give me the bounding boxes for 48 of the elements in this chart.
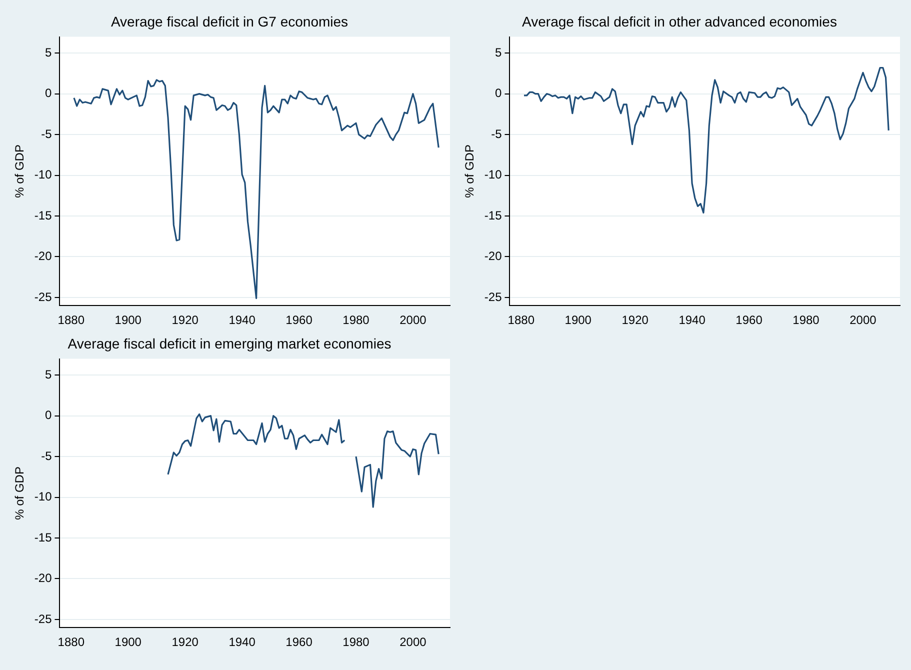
x-tick-label: 1960 [286,313,313,328]
x-tick-label: 2000 [400,313,427,328]
y-axis-title: % of GDP [12,466,27,520]
x-tick-label: 1900 [114,635,142,650]
y-tick-label: -20 [484,249,502,264]
y-tick-label: 0 [45,86,52,100]
y-tick-label: -10 [484,168,502,182]
x-tick-label: 1880 [508,313,535,328]
y-tick-label: -15 [34,208,52,222]
y-tick-label: -5 [491,126,502,141]
x-tick-label: 1960 [736,313,763,328]
y-tick-label: -15 [34,530,52,544]
y-tick-label: -20 [34,571,52,586]
x-tick-label: 1940 [678,313,706,328]
x-tick-label: 1960 [286,635,313,650]
x-tick-label: 1920 [622,313,649,328]
y-tick-label: -25 [484,290,502,304]
chart-title: Average fiscal deficit in other advanced economies [522,13,837,30]
chart-title: Average fiscal deficit in G7 economies [110,13,348,30]
x-tick-label: 1920 [172,313,199,328]
x-tick-label: 1940 [228,313,256,328]
x-tick-label: 1880 [58,313,85,328]
x-tick-label: 2000 [400,635,427,650]
y-tick-label: 0 [45,408,52,422]
y-tick-label: -5 [41,126,52,141]
x-tick-label: 1900 [114,313,142,328]
x-tick-label: 1980 [342,635,370,650]
x-tick-label: 1900 [564,313,592,328]
y-tick-label: -15 [484,208,502,222]
chart-title: Average fiscal deficit in emerging market economies [68,335,392,352]
x-tick-label: 1920 [172,635,199,650]
x-tick-label: 1880 [58,635,85,650]
x-tick-label: 2000 [850,313,877,328]
x-tick-label: 1940 [228,635,256,650]
y-tick-label: -25 [34,290,52,304]
x-tick-label: 1980 [792,313,820,328]
y-tick-label: -5 [41,448,52,463]
y-tick-label: 5 [495,45,502,60]
y-tick-label: -25 [34,612,52,626]
y-axis-title: % of GDP [462,144,477,198]
y-tick-label: 0 [495,86,502,100]
y-axis-title: % of GDP [12,144,27,198]
y-tick-label: -20 [34,249,52,264]
y-tick-label: 5 [45,45,52,60]
y-tick-label: 5 [45,367,52,382]
y-tick-label: -10 [34,490,52,504]
x-tick-label: 1980 [342,313,370,328]
y-tick-label: -10 [34,168,52,182]
